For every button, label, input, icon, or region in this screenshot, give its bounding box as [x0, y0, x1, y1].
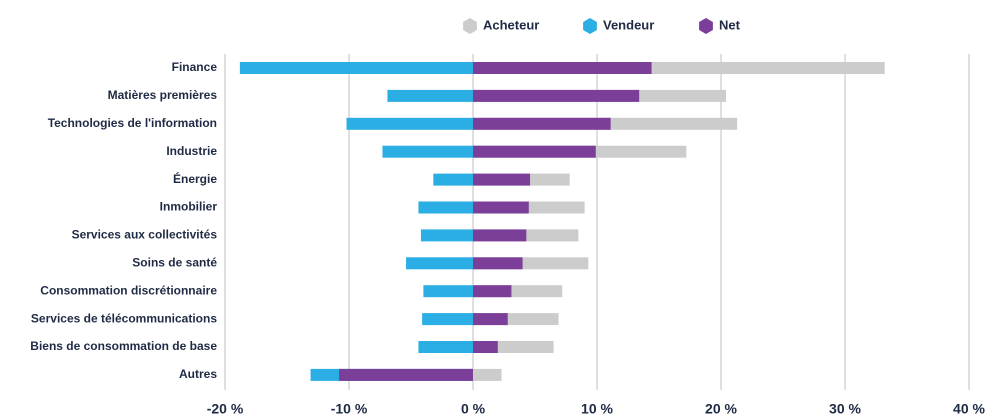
x-tick-label: -20 % — [207, 401, 244, 417]
bar — [418, 341, 473, 353]
legend-swatch — [463, 18, 477, 34]
bar — [473, 89, 640, 102]
x-tick-label: 10 % — [581, 401, 613, 417]
bar — [418, 201, 473, 214]
bar — [473, 313, 508, 326]
bar — [473, 368, 502, 381]
bar — [422, 313, 473, 326]
bar — [473, 285, 512, 298]
category-label: Matières premières — [108, 88, 218, 102]
bar — [420, 229, 473, 242]
category-label: Soins de santé — [132, 255, 217, 269]
x-tick-label: 30 % — [829, 401, 861, 417]
category-label: Finance — [172, 60, 218, 74]
bar — [473, 229, 527, 242]
bar — [473, 257, 523, 270]
bar — [239, 62, 473, 74]
category-label: Autres — [179, 367, 217, 381]
category-label: Consommation discrétionnaire — [40, 283, 217, 297]
category-label: Biens de consommation de base — [30, 339, 217, 353]
x-tick-label: -10 % — [331, 401, 368, 417]
x-tick-label: 0 % — [461, 401, 486, 417]
category-label: Industrie — [166, 144, 217, 158]
x-tick-label: 40 % — [953, 401, 985, 417]
bar — [406, 257, 473, 270]
bar — [339, 368, 473, 381]
bar — [433, 173, 473, 186]
bar — [473, 173, 531, 186]
category-label: Technologies de l'information — [48, 116, 217, 130]
legend-label: Vendeur — [603, 17, 654, 32]
category-label: Inmobilier — [160, 200, 218, 214]
bar — [346, 117, 473, 130]
bar — [423, 285, 473, 298]
legend-swatch — [583, 18, 597, 34]
legend-label: Net — [719, 17, 741, 32]
bar — [473, 341, 498, 353]
legend-label: Acheteur — [483, 17, 539, 32]
x-tick-label: 20 % — [705, 401, 737, 417]
category-label: Services aux collectivités — [72, 228, 218, 242]
legend-swatch — [699, 18, 713, 34]
bar — [473, 117, 611, 130]
bar — [473, 145, 596, 158]
bar — [382, 145, 473, 158]
category-label: Énergie — [173, 171, 217, 186]
bar — [473, 201, 529, 214]
bar — [473, 62, 652, 74]
bar — [387, 89, 473, 102]
category-label: Services de télécommunications — [31, 311, 217, 325]
